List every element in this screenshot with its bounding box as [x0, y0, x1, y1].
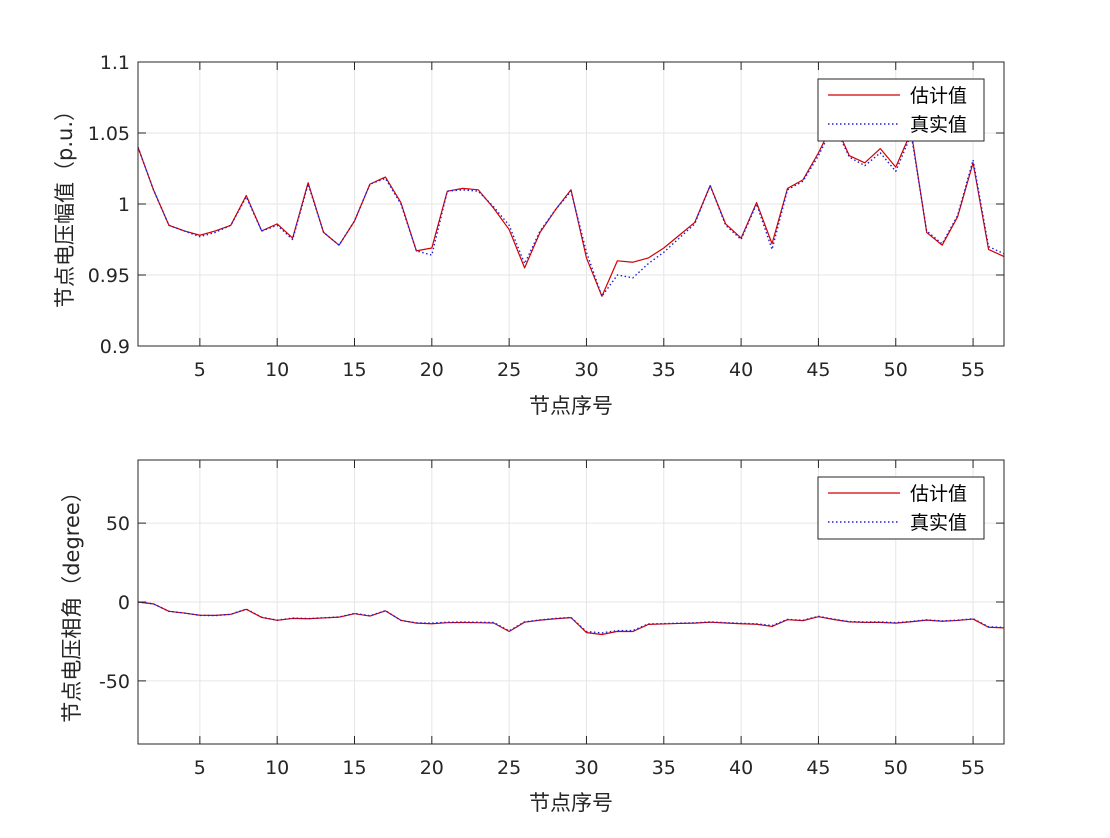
- angle-x-axis-label: 节点序号: [529, 791, 613, 815]
- magnitude-x-tick-label: 20: [420, 359, 444, 381]
- angle-x-tick-label: 15: [342, 757, 366, 779]
- magnitude-x-tick-label: 45: [806, 359, 830, 381]
- magnitude-x-tick-label: 40: [729, 359, 753, 381]
- angle-x-tick-label: 40: [729, 757, 753, 779]
- magnitude-x-tick-label: 25: [497, 359, 521, 381]
- magnitude-x-tick-label: 35: [652, 359, 676, 381]
- magnitude-x-axis-label: 节点序号: [529, 394, 613, 418]
- magnitude-x-tick-label: 15: [342, 359, 366, 381]
- magnitude-series-true-line: [137, 123, 1005, 297]
- magnitude-x-tick-label: 5: [194, 359, 206, 381]
- angle-series-estimated-line: [137, 601, 1005, 636]
- magnitude-x-tick-label: 10: [265, 359, 289, 381]
- angle-x-tick-label: 30: [574, 757, 598, 779]
- angle-legend-label-true: 真实值: [910, 512, 967, 534]
- magnitude-legend-box: [817, 78, 985, 142]
- magnitude-y-tick-label: 0.95: [88, 265, 130, 287]
- voltage-angle-chart: 5 10 15 20 25 30 35 40 45 50 55 -50 0 50 节点序号 节点电压相角（de…: [60, 459, 1005, 815]
- magnitude-y-tick-label: 1.1: [100, 52, 130, 74]
- magnitude-y-axis-label: 节点电压幅值（p.u.）: [53, 100, 77, 308]
- magnitude-y-tick-label: 1: [118, 194, 130, 216]
- magnitude-series-estimated-line: [137, 121, 1005, 297]
- angle-x-tick-label: 10: [265, 757, 289, 779]
- voltage-magnitude-chart: 5 10 15 20 25 30 35 40 45 50 55 0.9 0.95 1 1.05 1.1 节点序号…: [53, 52, 1005, 418]
- angle-legend-box: [817, 476, 985, 540]
- angle-x-tick-label: 20: [420, 757, 444, 779]
- angle-x-tick-label: 45: [806, 757, 830, 779]
- angle-legend-label-estimated: 估计值: [910, 483, 967, 505]
- angle-y-tick-label: -50: [99, 671, 130, 693]
- magnitude-x-tick-label: 55: [961, 359, 985, 381]
- magnitude-x-tick-label: 30: [574, 359, 598, 381]
- angle-y-axis-label: 节点电压相角（degree）: [60, 481, 84, 723]
- angle-x-tick-label: 50: [884, 757, 908, 779]
- angle-y-tick-label: 0: [118, 592, 130, 614]
- magnitude-y-tick-label: 0.9: [100, 336, 130, 358]
- magnitude-legend-label-true: 真实值: [910, 114, 967, 136]
- magnitude-y-tick-label: 1.05: [88, 123, 130, 145]
- angle-x-tick-label: 5: [194, 757, 206, 779]
- magnitude-x-tick-label: 50: [884, 359, 908, 381]
- magnitude-legend-label-estimated: 估计值: [910, 85, 967, 107]
- angle-x-tick-label: 55: [961, 757, 985, 779]
- angle-x-tick-label: 35: [652, 757, 676, 779]
- angle-y-tick-label: 50: [106, 513, 130, 535]
- angle-x-tick-label: 25: [497, 757, 521, 779]
